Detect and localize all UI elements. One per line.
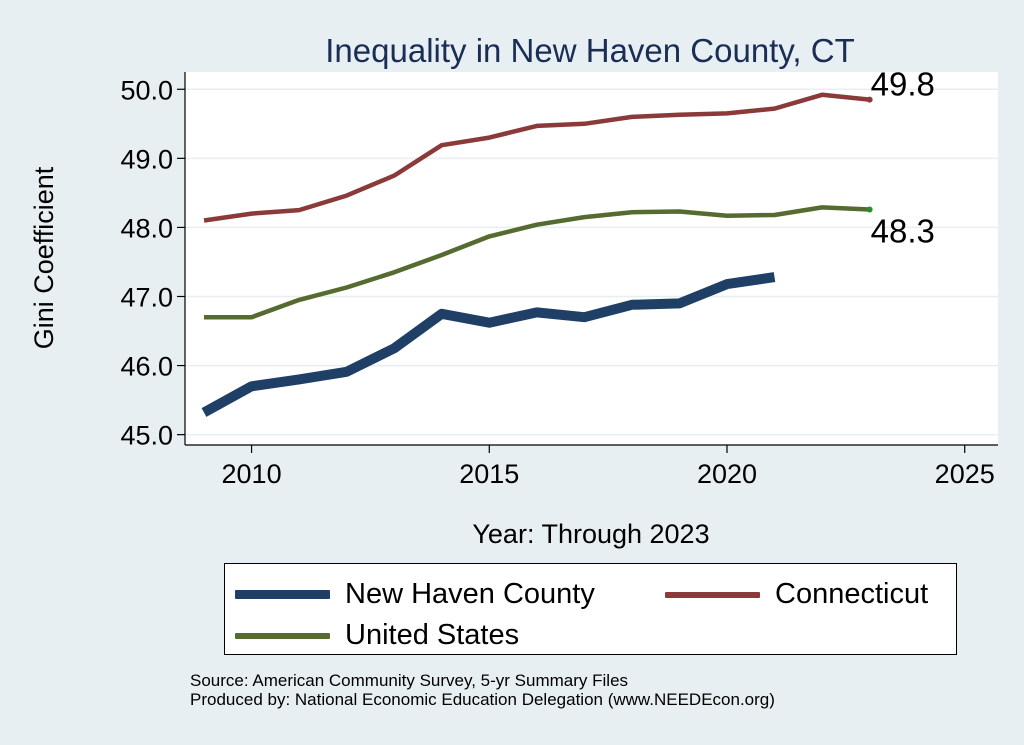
y-tick-label: 45.0 [120, 421, 173, 451]
x-axis-label: Year: Through 2023 [472, 519, 709, 549]
legend-label: New Haven County [345, 578, 595, 610]
y-tick-label: 49.0 [120, 144, 173, 174]
y-tick-label: 50.0 [120, 75, 173, 105]
source-line: Source: American Community Survey, 5-yr … [190, 671, 629, 690]
y-tick-label: 48.0 [120, 213, 173, 243]
y-axis-label: Gini Coefficient [29, 166, 59, 349]
legend-swatch [235, 590, 330, 599]
axes: 45.0 46.0 47.0 48.0 49.0 50.0 2010 2015 2020 2025 [120, 72, 998, 489]
x-tick-label: 2020 [697, 459, 757, 489]
x-tick-label: 2010 [222, 459, 282, 489]
end-labels: 49.8 48.3 [866, 66, 935, 249]
legend: New Haven County Connecticut United Stat… [224, 563, 957, 655]
end-label-united-states: 48.3 [871, 212, 935, 249]
x-tick-label: 2025 [935, 459, 995, 489]
end-label-connecticut: 49.8 [871, 66, 935, 103]
series-line-connecticut [203, 92, 870, 223]
gini-chart: Inequality in New Haven County, CT 45.04… [29, 32, 998, 549]
x-tick-label: 2015 [459, 459, 519, 489]
series-line-united-states [204, 205, 870, 320]
end-point-connecticut [866, 96, 873, 103]
y-tick-label: 47.0 [120, 282, 173, 312]
legend-swatch [665, 592, 760, 598]
legend-label: United States [345, 619, 520, 651]
legend-label: Connecticut [775, 578, 929, 610]
series-line-new-haven-county [201, 272, 776, 417]
legend-swatch [235, 633, 330, 639]
plot-area [185, 72, 998, 445]
produced-by-line: Produced by: National Economic Education… [190, 690, 775, 709]
chart-title: Inequality in New Haven County, CT [325, 32, 854, 69]
series-lines [201, 92, 870, 417]
end-point-united-states [866, 206, 873, 213]
source-note: Source: American Community Survey, 5-yr … [190, 671, 775, 709]
y-tick-label: 46.0 [120, 352, 173, 382]
